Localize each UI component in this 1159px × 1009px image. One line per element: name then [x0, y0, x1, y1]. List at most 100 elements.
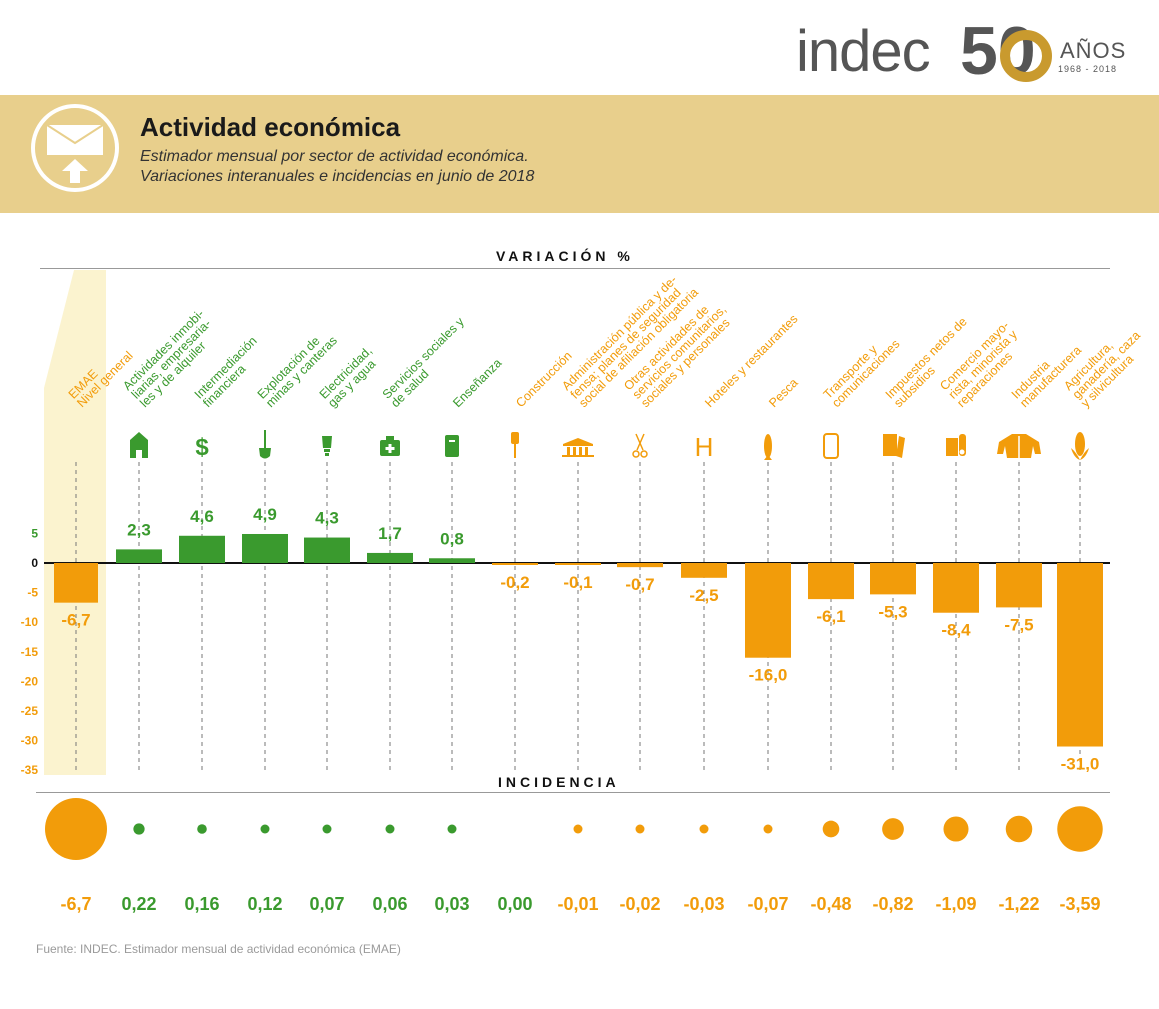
y-tick-label: 0	[31, 556, 38, 570]
incidence-value-label: 0,16	[184, 894, 219, 914]
incidence-bubble	[699, 824, 709, 834]
y-tick-label: -35	[21, 763, 39, 777]
category-label: Enseñanza	[450, 356, 504, 410]
hotel-icon: H	[695, 432, 714, 462]
variation-value-label: -6,7	[61, 611, 90, 630]
variation-value-label: -16,0	[749, 666, 788, 685]
variation-bar	[555, 563, 601, 565]
incidence-value-label: 0,00	[497, 894, 532, 914]
svg-text:$: $	[195, 434, 209, 461]
incidence-value-label: 0,07	[309, 894, 344, 914]
incidence-value-label: -0,03	[683, 894, 724, 914]
incidence-value-label: 0,06	[372, 894, 407, 914]
y-tick-label: -15	[21, 645, 39, 659]
variation-value-label: 4,9	[253, 505, 277, 524]
incidence-value-label: -0,07	[747, 894, 788, 914]
variation-bar	[179, 535, 225, 563]
subtitle-line-2: Variaciones interanuales e incidencias e…	[140, 168, 535, 185]
shovel-icon	[259, 430, 271, 459]
variation-bar	[617, 563, 663, 568]
incidence-value-label: 0,12	[247, 894, 282, 914]
variation-bar	[429, 558, 475, 563]
documents-icon	[883, 434, 905, 458]
variation-value-label: -31,0	[1061, 755, 1100, 774]
variation-value-label: -0,1	[563, 573, 592, 592]
variation-rule	[40, 268, 1110, 269]
variation-bar	[54, 563, 98, 603]
incidence-value-label: 0,22	[121, 894, 156, 914]
variation-value-label: 4,3	[315, 509, 339, 528]
anniversary-label: AÑOS	[1060, 38, 1127, 63]
incidence-section-label: INCIDENCIA	[490, 774, 628, 790]
variation-bar	[808, 563, 854, 600]
variation-value-label: -0,2	[500, 573, 529, 592]
incidence-value-label: 0,03	[434, 894, 469, 914]
category-label: Pesca	[766, 376, 800, 410]
incidence-bubble	[822, 820, 840, 838]
incidence-bubble	[573, 824, 583, 834]
page-subtitle: Estimador mensual por sector de activida…	[140, 147, 534, 187]
variation-value-label: -8,4	[941, 621, 971, 640]
drill-icon	[511, 432, 519, 458]
dollar-icon: $	[195, 434, 209, 461]
incidence-bubble	[133, 823, 145, 835]
variation-value-label: -6,1	[816, 607, 845, 626]
variation-bar	[870, 563, 916, 595]
variation-bar	[367, 552, 413, 563]
y-tick-label: -20	[21, 674, 39, 688]
fish-icon	[764, 434, 772, 460]
variation-bar	[681, 563, 727, 578]
incidence-value-label: -0,01	[557, 894, 598, 914]
jacket-icon	[997, 434, 1041, 458]
variation-value-label: -7,5	[1004, 615, 1033, 634]
incidence-value-label: -6,7	[60, 894, 91, 914]
incidence-bubble	[635, 824, 645, 834]
variation-bar	[745, 563, 791, 658]
incidence-value-label: -0,48	[810, 894, 851, 914]
indec-logo: indec 50 AÑOS 1968 - 2018	[790, 14, 1130, 88]
category-label: Agricultura,ganadería, cazay silvicultur…	[1061, 320, 1151, 410]
y-tick-label: -30	[21, 734, 39, 748]
general-level-highlight-band	[44, 270, 106, 775]
medical-kit-icon	[380, 436, 400, 456]
incidence-value-label: -3,59	[1059, 894, 1100, 914]
title-banner: Actividad económica Estimador mensual po…	[0, 95, 1159, 213]
variation-value-label: 4,6	[190, 507, 214, 526]
variation-value-label: -0,7	[625, 575, 654, 594]
variation-bar	[996, 563, 1042, 608]
y-tick-label: -25	[21, 704, 39, 718]
variation-value-label: -2,5	[689, 586, 718, 605]
lightbulb-icon	[322, 436, 332, 456]
logo-text: indec	[796, 19, 931, 84]
book-icon	[445, 435, 459, 457]
incidence-bubble	[1005, 815, 1033, 843]
anniversary-years: 1968 - 2018	[1058, 64, 1118, 74]
incidence-value-label: -0,82	[872, 894, 913, 914]
incidence-value-label: -1,22	[998, 894, 1039, 914]
subtitle-line-1: Estimador mensual por sector de activida…	[140, 148, 529, 165]
incidence-bubble	[385, 824, 395, 834]
variation-value-label: 0,8	[440, 529, 464, 548]
government-building-icon	[562, 438, 594, 457]
incidence-bubble	[322, 824, 332, 834]
incidence-rule	[36, 792, 1110, 793]
incidence-bubble	[197, 824, 207, 834]
variation-bar	[304, 537, 350, 563]
variation-bar	[242, 533, 288, 563]
y-tick-label: -5	[27, 586, 38, 600]
shop-icon	[946, 434, 966, 456]
variation-bar	[116, 549, 162, 563]
incidence-value-label: -1,09	[935, 894, 976, 914]
variation-value-label: 1,7	[378, 524, 402, 543]
scissors-icon	[632, 433, 648, 458]
economy-envelope-icon	[31, 104, 119, 192]
page-title: Actividad económica	[140, 112, 401, 142]
variation-section-label: VARIACIÓN %	[488, 248, 642, 264]
incidence-bubble	[447, 824, 457, 834]
y-tick-label: -10	[21, 615, 39, 629]
variation-value-label: 2,3	[127, 520, 151, 539]
y-tick-label: 5	[31, 526, 38, 540]
variation-bar	[1057, 563, 1103, 747]
incidence-bubble	[763, 824, 773, 834]
